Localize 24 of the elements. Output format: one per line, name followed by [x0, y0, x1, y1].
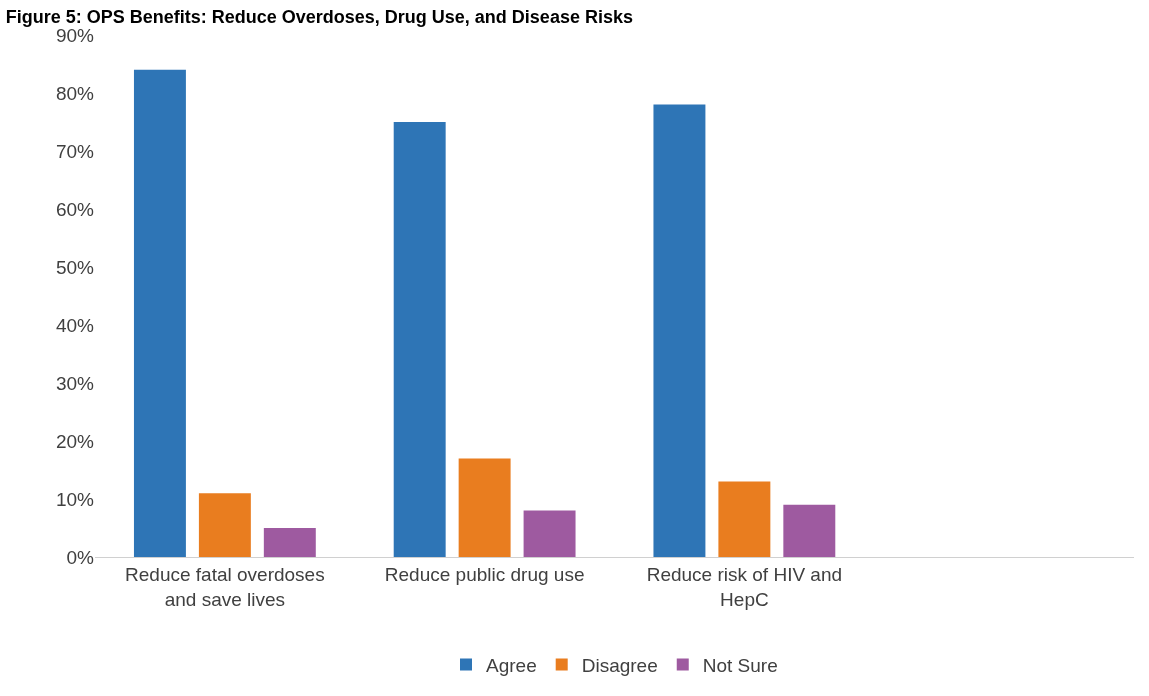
bar [263, 528, 316, 557]
y-tick-label: 20% [55, 430, 95, 452]
y-tick-label: 10% [55, 488, 95, 510]
y-tick-label: 0% [66, 546, 95, 568]
bar [653, 104, 706, 557]
y-tick-label: 40% [55, 314, 95, 336]
y-tick-label: 70% [55, 140, 95, 162]
x-tick-label: Reduce risk of HIV and HepC [646, 563, 843, 610]
y-tick-label: 30% [55, 372, 95, 394]
x-tick-label: Reduce public drug use [384, 563, 585, 585]
legend-label: Agree [486, 655, 537, 676]
bar [523, 510, 576, 557]
legend-label: Disagree [581, 655, 658, 676]
bar [393, 122, 446, 557]
y-tick-label: 60% [55, 198, 95, 220]
x-tick-label: Reduce fatal overdoses and save lives [125, 563, 325, 610]
bar [718, 481, 771, 557]
bar [783, 504, 836, 557]
bar [198, 493, 251, 557]
bar [458, 458, 511, 557]
y-tick-label: 80% [55, 82, 95, 104]
bar [133, 69, 186, 557]
y-tick-label: 50% [55, 256, 95, 278]
legend-label: Not Sure [702, 655, 778, 676]
